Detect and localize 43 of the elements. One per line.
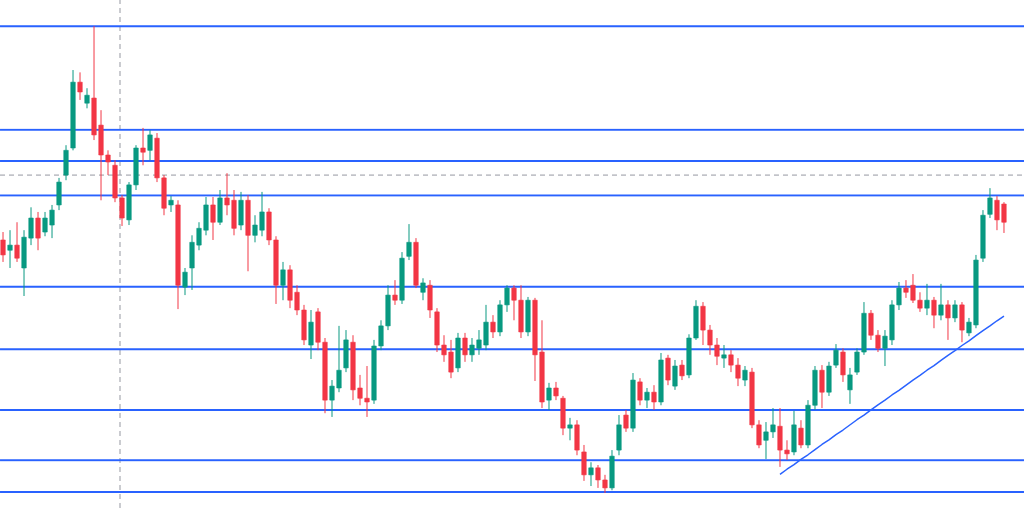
candlestick [546, 382, 552, 411]
candlestick [14, 221, 20, 263]
candlestick [84, 87, 90, 109]
candlestick [406, 223, 412, 261]
candlestick [308, 309, 314, 360]
candlestick [742, 365, 748, 387]
candlestick [672, 359, 678, 391]
candlestick [644, 387, 650, 409]
candlestick [938, 283, 944, 321]
candlestick [952, 299, 958, 323]
candlestick [623, 409, 629, 433]
candlestick [140, 127, 146, 166]
candlestick [679, 359, 685, 381]
candlestick [182, 267, 188, 296]
candlestick [420, 277, 426, 301]
candlestick [987, 187, 993, 219]
candlestick [847, 367, 853, 405]
candlestick [931, 296, 937, 329]
candlestick [924, 283, 930, 316]
candlestick [0, 231, 6, 263]
candlestick [56, 177, 62, 211]
candlestick [581, 444, 587, 482]
candlestick [798, 419, 804, 449]
candlestick [567, 417, 573, 441]
candlestick [280, 261, 286, 301]
candlestick [7, 229, 13, 269]
candlestick [462, 332, 468, 363]
candlestick [819, 364, 825, 409]
candlestick [147, 129, 153, 161]
candlestick [588, 461, 594, 487]
candlestick [168, 195, 174, 213]
candlestick [721, 344, 727, 369]
candlestick [490, 314, 496, 339]
candlestick [945, 299, 951, 341]
candlestick [637, 377, 643, 406]
candlestick [651, 384, 657, 411]
candlestick [553, 381, 559, 401]
candlestick [210, 196, 216, 241]
candlestick [840, 347, 846, 383]
candlestick [665, 354, 671, 386]
candlestick [35, 211, 41, 251]
candlestick [77, 71, 83, 101]
candlestick [392, 279, 398, 306]
